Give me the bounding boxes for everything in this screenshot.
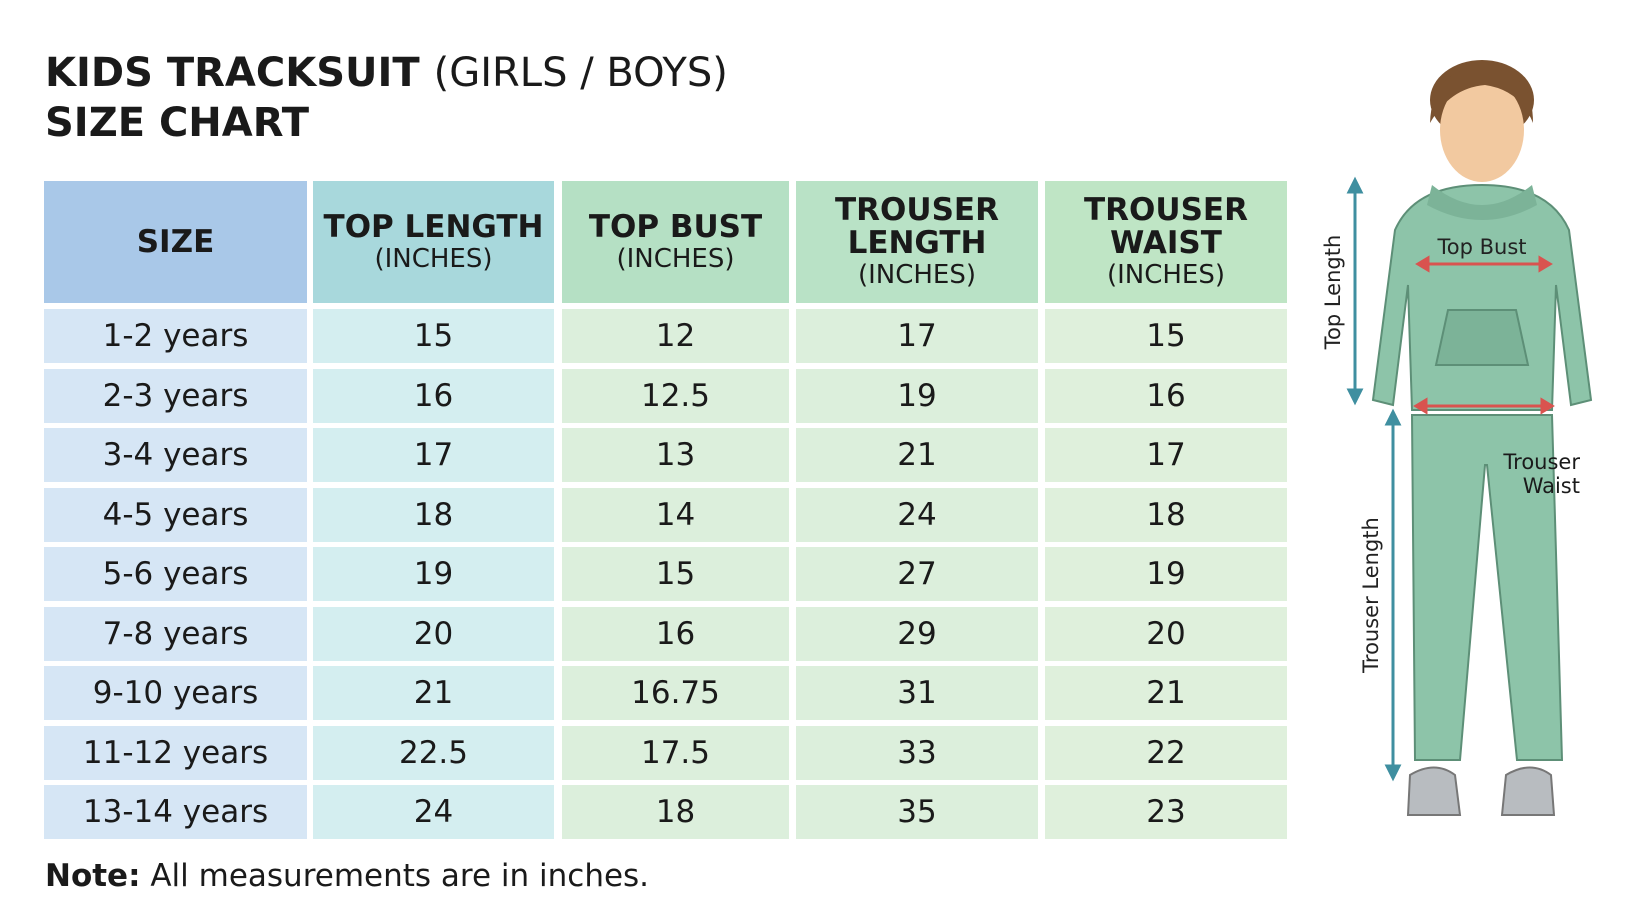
value-cell: 16	[1045, 368, 1287, 423]
column-header: SIZE	[44, 181, 307, 303]
value-cell: 31	[796, 666, 1038, 720]
value-cell: 12	[562, 309, 789, 363]
value-cell: 15	[1045, 309, 1287, 363]
value-cell: 22	[1045, 725, 1287, 780]
header-title: TOP LENGTH	[323, 208, 544, 245]
value-cell: 23	[1045, 785, 1287, 839]
size-cell: 2-3 years	[44, 368, 307, 423]
title-bold: KIDS TRACKSUIT	[45, 50, 420, 96]
label-trouser-waist: Trouser Waist	[1503, 450, 1580, 498]
value-cell: 17.5	[562, 725, 789, 780]
value-cell: 33	[796, 725, 1038, 780]
size-cell: 3-4 years	[44, 428, 307, 482]
header-title: TROUSER WAIST	[1084, 192, 1248, 261]
label-trouser-length: Trouser Length	[1359, 517, 1383, 674]
value-cell: 19	[313, 547, 554, 601]
size-cell: 4-5 years	[44, 487, 307, 542]
header-title: SIZE	[136, 223, 215, 260]
value-cell: 17	[796, 309, 1038, 363]
size-table: SIZE TOP LENGTH (INCHES) TOP BUST (INCHES) TR…	[44, 181, 1287, 839]
value-cell: 20	[313, 606, 554, 661]
value-cell: 18	[313, 487, 554, 542]
note-label: Note:	[45, 858, 141, 894]
subtitle: SIZE CHART	[45, 100, 310, 146]
value-cell: 13	[562, 428, 789, 482]
value-cell: 16	[313, 368, 554, 423]
value-cell: 18	[1045, 487, 1287, 542]
value-cell: 18	[562, 785, 789, 839]
size-cell: 7-8 years	[44, 606, 307, 661]
value-cell: 15	[313, 309, 554, 363]
label-top-length: Top Length	[1321, 235, 1345, 351]
size-cell: 11-12 years	[44, 725, 307, 780]
size-cell: 1-2 years	[44, 309, 307, 363]
label-trouser-waist-box: Trouser Waist	[1503, 450, 1580, 498]
value-cell: 20	[1045, 606, 1287, 661]
column-header: TROUSER WAIST (INCHES)	[1045, 181, 1287, 303]
title-regular: (GIRLS / BOYS)	[433, 50, 728, 96]
header-unit: (INCHES)	[1106, 260, 1226, 290]
label-top-bust: Top Bust	[1436, 235, 1526, 259]
column-header: TOP LENGTH (INCHES)	[313, 181, 554, 303]
header-unit: (INCHES)	[374, 243, 493, 274]
column-header: TOP BUST (INCHES)	[562, 181, 789, 303]
value-cell: 24	[796, 487, 1038, 542]
title: KIDS TRACKSUIT (GIRLS / BOYS) SIZE CHART	[45, 48, 728, 148]
value-cell: 24	[313, 785, 554, 839]
size-cell: 13-14 years	[44, 785, 307, 839]
value-cell: 17	[313, 428, 554, 482]
value-cell: 16	[562, 606, 789, 661]
value-cell: 16.75	[562, 666, 789, 720]
value-cell: 22.5	[313, 725, 554, 780]
value-cell: 12.5	[562, 368, 789, 423]
header-unit: (INCHES)	[616, 243, 735, 274]
header-unit: (INCHES)	[857, 260, 977, 290]
size-cell: 9-10 years	[44, 666, 307, 720]
value-cell: 19	[1045, 547, 1287, 601]
column-header: TROUSER LENGTH (INCHES)	[796, 181, 1038, 303]
value-cell: 29	[796, 606, 1038, 661]
note-text: All measurements are in inches.	[150, 858, 650, 894]
value-cell: 17	[1045, 428, 1287, 482]
value-cell: 19	[796, 368, 1038, 423]
value-cell: 21	[313, 666, 554, 720]
value-cell: 27	[796, 547, 1038, 601]
value-cell: 14	[562, 487, 789, 542]
header-title: TOP BUST	[588, 208, 763, 245]
header-title: TROUSER LENGTH	[835, 192, 999, 261]
note: Note: All measurements are in inches.	[45, 858, 649, 894]
value-cell: 21	[796, 428, 1038, 482]
value-cell: 35	[796, 785, 1038, 839]
size-cell: 5-6 years	[44, 547, 307, 601]
value-cell: 15	[562, 547, 789, 601]
measurement-figure: Top Bust Top Length Trouser Waist Trouse…	[1321, 60, 1593, 816]
value-cell: 21	[1045, 666, 1287, 720]
